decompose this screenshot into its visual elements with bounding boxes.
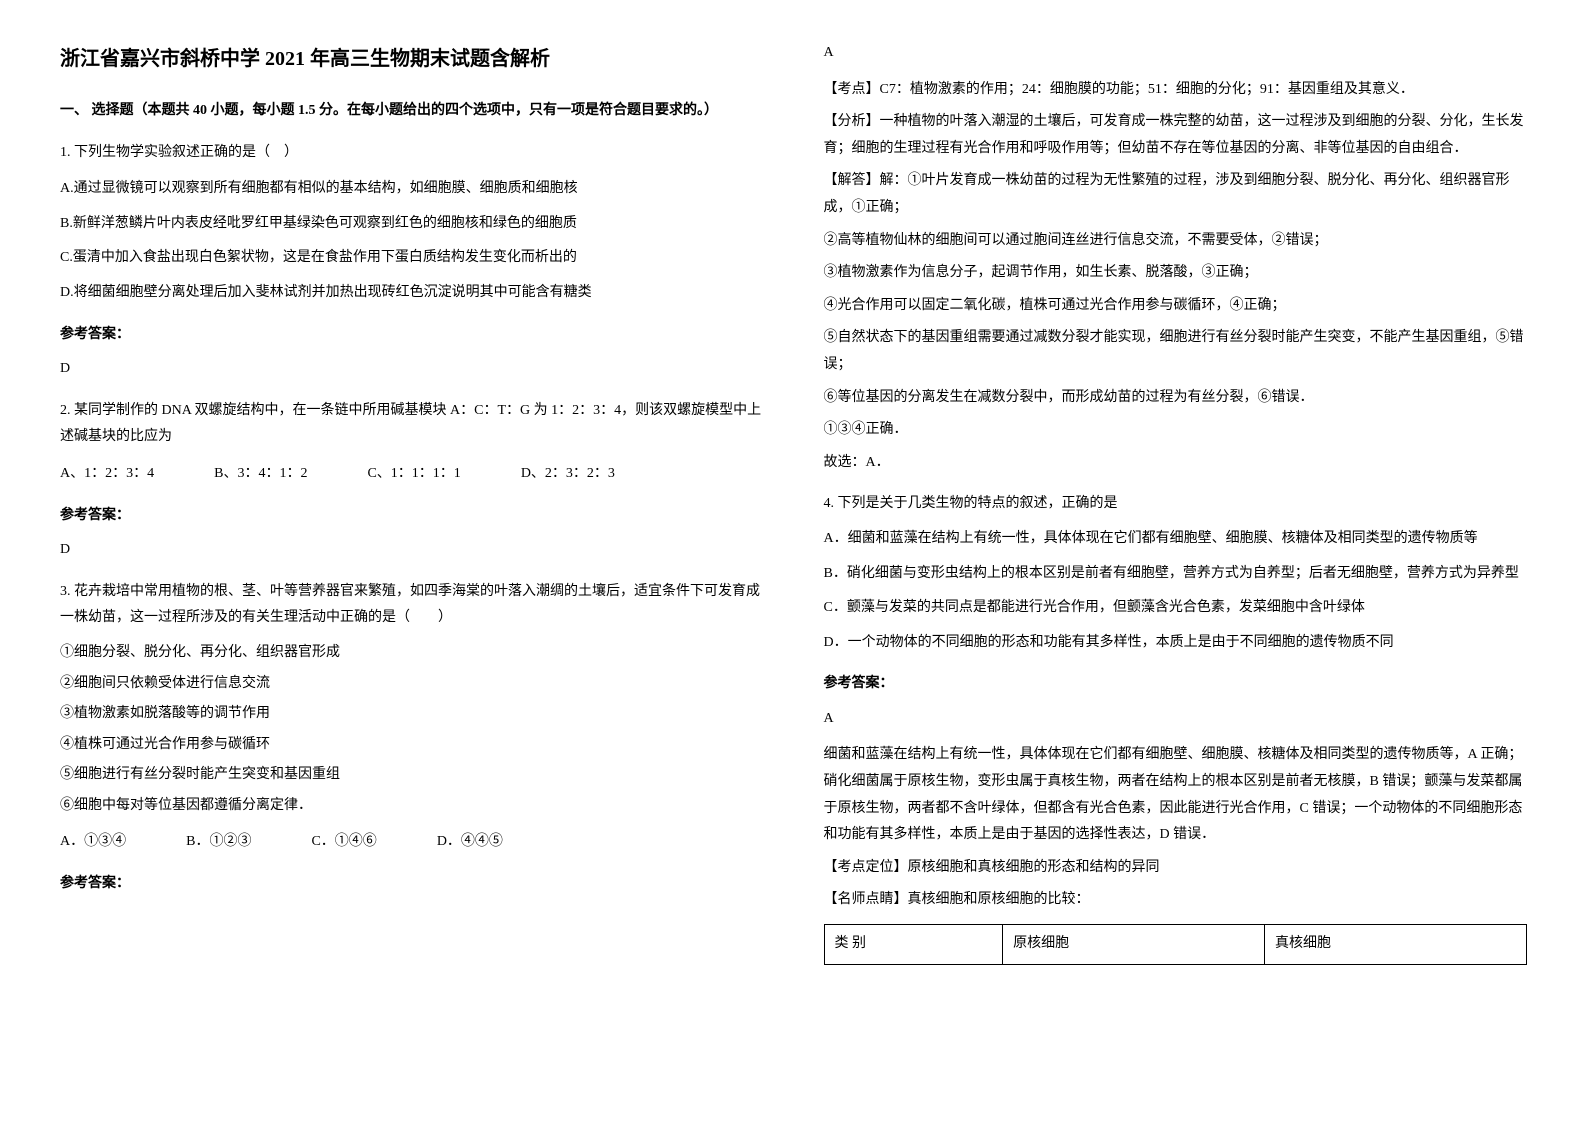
q3-item5: ⑤细胞进行有丝分裂时能产生突变和基因重组	[60, 762, 764, 789]
q3-item2: ②细胞间只依赖受体进行信息交流	[60, 671, 764, 698]
q2-optB: B、3：4：1：2	[214, 461, 307, 488]
table-cell-col3: 真核细胞	[1265, 925, 1527, 965]
q2-optA: A、1：2：3：4	[60, 461, 154, 488]
q2-optC: C、1：1：1：1	[367, 461, 460, 488]
q3-jieda5: ⑤自然状态下的基因重组需要通过减数分裂才能实现，细胞进行有丝分裂时能产生突变，不…	[824, 325, 1528, 378]
q3-jieda4: ④光合作用可以固定二氧化碳，植株可通过光合作用参与碳循环，④正确；	[824, 293, 1528, 320]
q3-jieda6: ⑥等位基因的分离发生在减数分裂中，而形成幼苗的过程为有丝分裂，⑥错误．	[824, 385, 1528, 412]
q3-optC: C．①④⑥	[311, 829, 376, 856]
table-row: 类 别 原核细胞 真核细胞	[824, 925, 1527, 965]
right-column: A 【考点】C7：植物激素的作用；24：细胞膜的功能；51：细胞的分化；91：基…	[824, 40, 1528, 965]
q3-jieda2: ②高等植物仙林的细胞间可以通过胞间连丝进行信息交流，不需要受体，②错误；	[824, 228, 1528, 255]
q4-stem: 4. 下列是关于几类生物的特点的叙述，正确的是	[824, 491, 1528, 518]
q3-item3: ③植物激素如脱落酸等的调节作用	[60, 701, 764, 728]
q1-options: A.通过显微镜可以观察到所有细胞都有相似的基本结构，如细胞膜、细胞质和细胞核 B…	[60, 176, 764, 306]
document-title: 浙江省嘉兴市斜桥中学 2021 年高三生物期末试题含解析	[60, 40, 764, 78]
q4-answer: A	[824, 706, 1528, 733]
q4-optB: B．硝化细菌与变形虫结构上的根本区别是前者有细胞壁，营养方式为自养型；后者无细胞…	[824, 561, 1528, 588]
q1-optB: B.新鲜洋葱鳞片叶内表皮经吡罗红甲基绿染色可观察到红色的细胞核和绿色的细胞质	[60, 211, 764, 238]
table-cell-col2: 原核细胞	[1003, 925, 1265, 965]
q3-fenxi: 【分析】一种植物的叶落入潮湿的土壤后，可发育成一株完整的幼苗，这一过程涉及到细胞…	[824, 109, 1528, 162]
q4-kaodian: 【考点定位】原核细胞和真核细胞的形态和结构的异同	[824, 855, 1528, 882]
q1-optD: D.将细菌细胞壁分离处理后加入斐林试剂并加热出现砖红色沉淀说明其中可能含有糖类	[60, 280, 764, 307]
comparison-table: 类 别 原核细胞 真核细胞	[824, 924, 1528, 965]
q1-stem: 1. 下列生物学实验叙述正确的是（ ）	[60, 140, 764, 167]
q3-options: A．①③④ B．①②③ C．①④⑥ D．④④⑤	[60, 829, 764, 856]
page-container: 浙江省嘉兴市斜桥中学 2021 年高三生物期末试题含解析 一、 选择题（本题共 …	[60, 40, 1527, 965]
q4-mingshi: 【名师点睛】真核细胞和原核细胞的比较：	[824, 887, 1528, 914]
q4-optA: A．细菌和蓝藻在结构上有统一性，具体体现在它们都有细胞壁、细胞膜、核糖体及相同类…	[824, 526, 1528, 553]
q1-optA: A.通过显微镜可以观察到所有细胞都有相似的基本结构，如细胞膜、细胞质和细胞核	[60, 176, 764, 203]
q4-explain: 细菌和蓝藻在结构上有统一性，具体体现在它们都有细胞壁、细胞膜、核糖体及相同类型的…	[824, 742, 1528, 848]
q3-optD: D．④④⑤	[437, 829, 503, 856]
q2-options: A、1：2：3：4 B、3：4：1：2 C、1：1：1：1 D、2：3：2：3	[60, 461, 764, 488]
q2-answer-label: 参考答案：	[60, 503, 764, 530]
q2-answer: D	[60, 537, 764, 564]
q4-optD: D．一个动物体的不同细胞的形态和功能有其多样性，本质上是由于不同细胞的遗传物质不…	[824, 630, 1528, 657]
q3-item6: ⑥细胞中每对等位基因都遵循分离定律．	[60, 793, 764, 820]
q3-jieda-label: 【解答】解：①叶片发育成一株幼苗的过程为无性繁殖的过程，涉及到细胞分裂、脱分化、…	[824, 168, 1528, 221]
q3-jieda3: ③植物激素作为信息分子，起调节作用，如生长素、脱落酸，③正确；	[824, 260, 1528, 287]
q2-stem: 2. 某同学制作的 DNA 双螺旋结构中，在一条链中所用碱基模块 A：C：T：G…	[60, 398, 764, 451]
q2-optD: D、2：3：2：3	[521, 461, 615, 488]
q3-answer: A	[824, 40, 1528, 67]
q3-item4: ④植株可通过光合作用参与碳循环	[60, 732, 764, 759]
q1-answer: D	[60, 356, 764, 383]
q3-item1: ①细胞分裂、脱分化、再分化、组织器官形成	[60, 640, 764, 667]
q1-answer-label: 参考答案：	[60, 322, 764, 349]
q3-optA: A．①③④	[60, 829, 126, 856]
q3-answer-label: 参考答案：	[60, 871, 764, 898]
q4-optC: C．颤藻与发菜的共同点是都能进行光合作用，但颤藻含光合色素，发菜细胞中含叶绿体	[824, 595, 1528, 622]
q3-optB: B．①②③	[186, 829, 251, 856]
left-column: 浙江省嘉兴市斜桥中学 2021 年高三生物期末试题含解析 一、 选择题（本题共 …	[60, 40, 764, 965]
q3-stem: 3. 花卉栽培中常用植物的根、茎、叶等营养器官来繁殖，如四季海棠的叶落入潮绸的土…	[60, 579, 764, 632]
q3-jieda8: 故选：A．	[824, 450, 1528, 477]
table-cell-col1: 类 别	[824, 925, 1003, 965]
q4-answer-label: 参考答案：	[824, 671, 1528, 698]
q3-kaodian: 【考点】C7：植物激素的作用；24：细胞膜的功能；51：细胞的分化；91：基因重…	[824, 77, 1528, 104]
q1-optC: C.蛋清中加入食盐出现白色絮状物，这是在食盐作用下蛋白质结构发生变化而析出的	[60, 245, 764, 272]
q3-jieda7: ①③④正确．	[824, 417, 1528, 444]
section-header: 一、 选择题（本题共 40 小题，每小题 1.5 分。在每小题给出的四个选项中，…	[60, 98, 764, 125]
